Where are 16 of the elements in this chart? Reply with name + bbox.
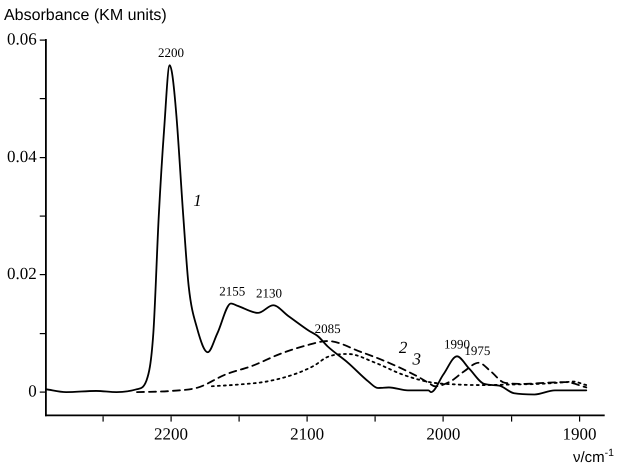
x-tick-label: 2100 [290,424,324,444]
y-tick-label: 0.02 [7,264,37,284]
y-tick-label: 0.06 [7,29,37,48]
x-tick-label: 2000 [426,424,460,444]
annotation: 2085 [314,321,341,336]
x-tick-label: 2200 [154,424,188,444]
y-tick-label: 0.04 [7,146,38,166]
annotation: 2130 [256,285,282,300]
series-label: 1 [193,191,202,210]
y-tick-label: 0 [28,382,37,401]
annotation: 2155 [219,284,246,299]
x-tick-label: 1900 [562,424,596,444]
annotation: 2200 [158,45,184,60]
y-axis-title: Absorbance (KM units) [4,7,167,24]
series-label: 3 [411,350,421,369]
series-label: 2 [398,338,408,357]
